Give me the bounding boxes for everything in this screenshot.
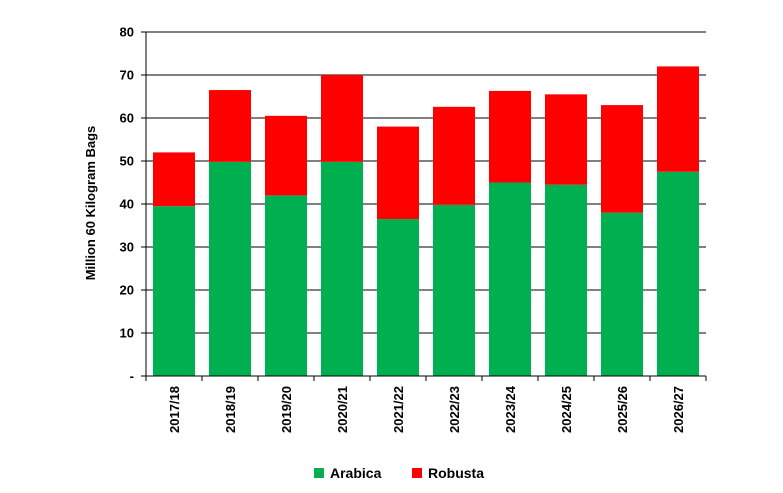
x-tick-label: 2021/22 xyxy=(391,386,406,433)
x-tick-labels: 2017/18 2018/19 2019/20 2020/21 2021/22 2022/… xyxy=(167,385,686,433)
bar-robusta-2024-25 xyxy=(545,94,587,185)
axes xyxy=(141,31,707,381)
bar-robusta-2023-24 xyxy=(489,90,531,183)
x-tick-label: 2025/26 xyxy=(615,386,630,433)
x-tick-label: 2018/19 xyxy=(223,386,238,433)
y-tick-label: 60 xyxy=(120,111,134,126)
y-axis-label: Million 60 Kilogram Bags xyxy=(83,126,98,281)
y-tick-label: 80 xyxy=(120,25,134,40)
bar-arabica-2024-25 xyxy=(545,184,587,376)
bar-robusta-2021-22 xyxy=(377,126,419,220)
y-tick-label: 20 xyxy=(120,283,134,298)
y-tick-labels: - 10 20 30 40 50 60 70 80 xyxy=(120,25,134,384)
bar-robusta-2018-19 xyxy=(209,90,251,162)
bar-robusta-2022-23 xyxy=(433,106,475,205)
x-tick-label: 2026/27 xyxy=(671,386,686,433)
x-tick-label: 2017/18 xyxy=(167,386,182,433)
bar-arabica-2020-21 xyxy=(321,161,363,376)
legend: Arabica Robusta xyxy=(314,465,484,481)
legend-swatch-robusta xyxy=(412,468,422,478)
x-tick-label: 2020/21 xyxy=(335,386,350,433)
x-tick-label: 2023/24 xyxy=(503,385,518,433)
y-tick-label: 50 xyxy=(120,154,134,169)
bar-arabica-2025-26 xyxy=(601,212,643,376)
x-tick-label: 2022/23 xyxy=(447,386,462,433)
bar-robusta-2020-21 xyxy=(321,75,363,162)
y-tick-label: 10 xyxy=(120,326,134,341)
y-tick-label: 40 xyxy=(120,197,134,212)
bar-arabica-2019-20 xyxy=(265,195,307,376)
legend-swatch-arabica xyxy=(314,468,324,478)
bar-robusta-2019-20 xyxy=(265,115,307,196)
bar-robusta-2025-26 xyxy=(601,105,643,213)
legend-label-robusta: Robusta xyxy=(428,465,484,481)
x-tick-label: 2019/20 xyxy=(279,386,294,433)
y-tick-label: 70 xyxy=(120,68,134,83)
bar-arabica-2017-18 xyxy=(153,206,195,376)
bar-arabica-2026-27 xyxy=(657,171,699,376)
bar-arabica-2021-22 xyxy=(377,219,419,376)
legend-label-arabica: Arabica xyxy=(330,465,382,481)
bar-robusta-2017-18 xyxy=(153,152,195,207)
bar-arabica-2018-19 xyxy=(209,161,251,376)
bar-robusta-2026-27 xyxy=(657,66,699,172)
bars xyxy=(153,66,699,376)
x-tick-label: 2024/25 xyxy=(559,386,574,433)
bar-arabica-2022-23 xyxy=(433,204,475,376)
bar-arabica-2023-24 xyxy=(489,182,531,376)
y-tick-label: - xyxy=(130,369,134,384)
y-tick-label: 30 xyxy=(120,240,134,255)
